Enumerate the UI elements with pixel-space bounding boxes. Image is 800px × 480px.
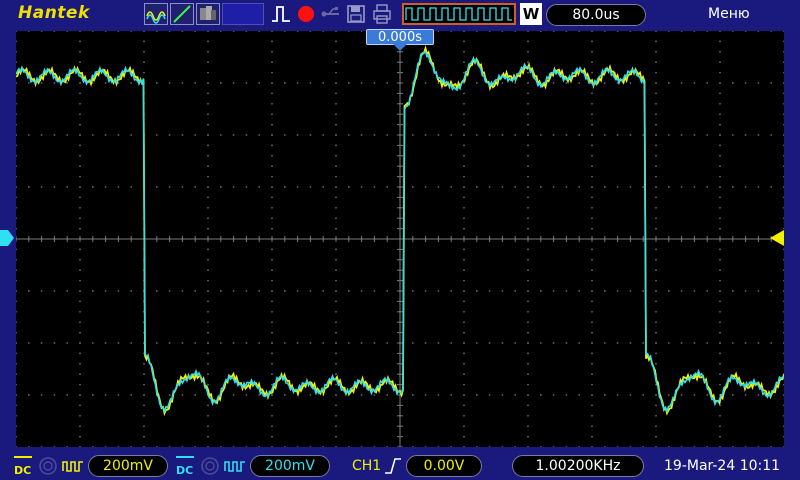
- menu-button[interactable]: Меню: [708, 6, 750, 22]
- print-icon[interactable]: [371, 3, 393, 25]
- timebase-value[interactable]: 80.0us: [546, 4, 646, 26]
- record-icon[interactable]: [296, 3, 316, 25]
- ch2-trace: [16, 50, 784, 414]
- ch2-scale[interactable]: 200mV: [250, 455, 330, 477]
- usb-icon: [320, 3, 342, 25]
- status-box: [222, 3, 264, 25]
- top-bar: Hantek W 80.0us Меню: [0, 0, 800, 30]
- brand-logo: Hantek: [18, 3, 90, 23]
- rising-edge-icon[interactable]: [384, 456, 402, 476]
- trigger-level[interactable]: 0.00V: [406, 455, 482, 477]
- display-mode-icon[interactable]: [144, 3, 168, 25]
- trigger-level-marker[interactable]: [770, 230, 784, 246]
- ch2-bandwidth-limit-icon[interactable]: [200, 456, 220, 476]
- ch1-trace: [16, 45, 784, 417]
- trigger-position-label[interactable]: 0.000s: [366, 29, 434, 45]
- waveform-traces: [16, 45, 784, 417]
- trigger-mode-icon[interactable]: [270, 3, 294, 25]
- ch2-level-marker[interactable]: [0, 230, 14, 246]
- ch1-probe-icon[interactable]: [62, 458, 84, 474]
- memory-waveform-overview[interactable]: [402, 3, 516, 25]
- ch2-probe-icon[interactable]: [224, 458, 246, 474]
- ch1-coupling-icon[interactable]: DC: [14, 456, 32, 477]
- frequency-counter: 1.00200KHz: [512, 455, 644, 477]
- acquire-mode-indicator: W: [520, 3, 542, 25]
- waveform-screen: [16, 31, 784, 447]
- persistence-icon[interactable]: [196, 3, 220, 25]
- bottom-bar: DC 200mV DC 200mV CH1 0.00V 1.00200KHz 1…: [0, 450, 800, 480]
- ch1-scale[interactable]: 200mV: [88, 455, 168, 477]
- trigger-source[interactable]: CH1: [352, 458, 382, 474]
- trigger-position-marker: [393, 44, 407, 51]
- vector-mode-icon[interactable]: [170, 3, 194, 25]
- save-icon[interactable]: [345, 3, 367, 25]
- ch1-bandwidth-limit-icon[interactable]: [38, 456, 58, 476]
- date-time: 19-Mar-24 10:11: [664, 458, 781, 474]
- ch2-coupling-icon[interactable]: DC: [176, 456, 194, 477]
